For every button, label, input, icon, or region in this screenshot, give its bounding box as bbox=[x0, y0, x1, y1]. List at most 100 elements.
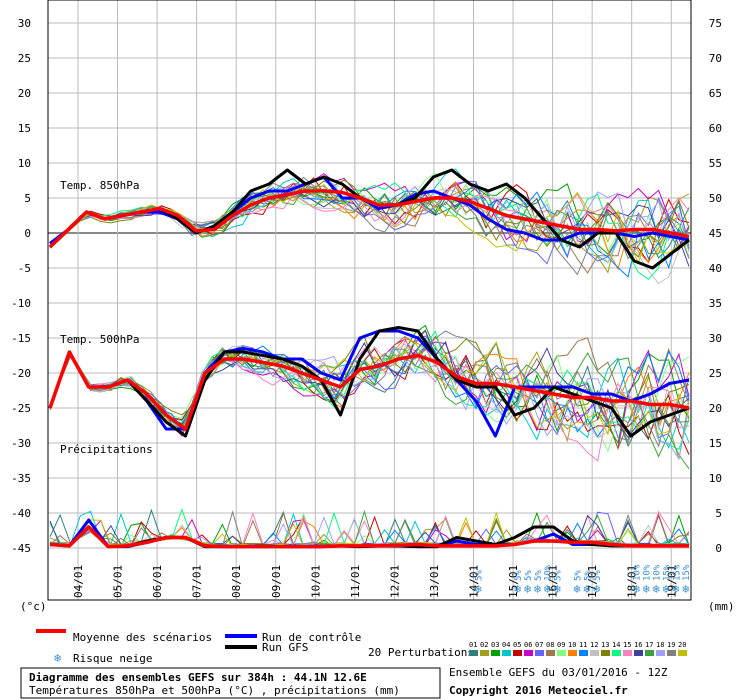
left-tick-label: -45 bbox=[11, 542, 31, 555]
x-tick-label: 05/01 bbox=[112, 565, 125, 598]
legend-control-label: Run de contrôle bbox=[262, 631, 361, 644]
perturb-number: 19 bbox=[667, 641, 675, 649]
legend-gfs-label: Run GFS bbox=[262, 641, 308, 654]
perturb-swatch bbox=[469, 650, 478, 656]
mean-line bbox=[48, 189, 690, 249]
legend-snow-label: Risque neige bbox=[73, 652, 152, 665]
x-tick-label: 13/01 bbox=[428, 565, 441, 598]
snow-risk-marker: 15%❄ bbox=[662, 564, 672, 596]
right-tick-label: 75 bbox=[709, 17, 722, 30]
snowflake-icon: ❄ bbox=[583, 582, 590, 596]
mean-line bbox=[49, 525, 689, 549]
snow-risk-pct: 5% bbox=[534, 570, 544, 581]
snow-risk-marker: 5%❄ bbox=[554, 570, 564, 596]
left-tick-label: 5 bbox=[24, 192, 31, 205]
precip-label: Précipitations bbox=[60, 443, 153, 456]
x-tick-label: 07/01 bbox=[191, 565, 204, 598]
x-tick-label: 08/01 bbox=[230, 565, 243, 598]
snowflake-icon: ❄ bbox=[573, 582, 580, 596]
snow-risk-marker: 5%❄ bbox=[514, 570, 524, 596]
snow-risk-marker: 10%❄ bbox=[652, 564, 662, 596]
perturb-swatch bbox=[535, 650, 544, 656]
perturb-number: 14 bbox=[612, 641, 620, 649]
perturb-swatch bbox=[502, 650, 511, 656]
left-tick-label: 15 bbox=[18, 122, 31, 135]
snowflake-icon: ❄ bbox=[554, 582, 561, 596]
perturb-swatch bbox=[656, 650, 665, 656]
right-tick-label: 40 bbox=[709, 262, 722, 275]
plot-background bbox=[48, 0, 691, 600]
left-tick-label: 0 bbox=[24, 227, 31, 240]
snowflake-icon: ❄ bbox=[662, 582, 669, 596]
snow-risk-pct: 10% bbox=[544, 564, 554, 581]
snowflake-icon: ❄ bbox=[514, 582, 521, 596]
perturb-number: 05 bbox=[513, 641, 521, 649]
snow-risk-layer: 5%❄5%❄5%❄5%❄10%❄5%❄5%❄5%❄5%❄10%❄10%❄10%❄… bbox=[475, 564, 693, 596]
perturb-swatch bbox=[612, 650, 621, 656]
snow-risk-pct: 5% bbox=[573, 570, 583, 581]
snow-risk-pct: 5% bbox=[514, 570, 524, 581]
snowflake-icon: ❄ bbox=[524, 582, 531, 596]
perturb-swatch bbox=[645, 650, 654, 656]
snow-risk-marker: 10%❄ bbox=[544, 564, 554, 596]
x-tick-label: 06/01 bbox=[151, 565, 164, 598]
snowflake-icon: ❄ bbox=[544, 582, 551, 596]
title-line2: Températures 850hPa et 500hPa (°C) , pré… bbox=[29, 684, 400, 697]
perturb-swatch bbox=[667, 650, 676, 656]
perturb-swatch bbox=[678, 650, 687, 656]
left-tick-label: 30 bbox=[18, 17, 31, 30]
perturb-swatch bbox=[590, 650, 599, 656]
perturb-number: 02 bbox=[480, 641, 488, 649]
snow-risk-pct: 10% bbox=[643, 564, 653, 581]
left-axis-ticks: 30 25 20 15 10 5 0 -5 -10 -15 -20 -25 -30 -35 -40 -45 bbox=[11, 17, 31, 555]
run-info: Ensemble GEFS du 03/01/2016 - 12Z bbox=[449, 666, 668, 679]
snowflake-icon: ❄ bbox=[643, 582, 650, 596]
snow-risk-pct: 15% bbox=[672, 564, 682, 581]
left-tick-label: -15 bbox=[11, 332, 31, 345]
x-tick-label: 14/01 bbox=[468, 565, 481, 598]
perturbation-line bbox=[49, 180, 690, 265]
right-tick-label: 20 bbox=[709, 402, 722, 415]
perturb-number: 11 bbox=[579, 641, 587, 649]
perturb-swatch bbox=[557, 650, 566, 656]
legend-perturb-label: 20 Perturbations bbox=[368, 646, 474, 659]
x-tick-label: 10/01 bbox=[309, 565, 322, 598]
right-tick-label: 70 bbox=[709, 52, 722, 65]
perturbation-line bbox=[49, 335, 690, 451]
t500-label: Temp. 500hPa bbox=[60, 333, 139, 346]
snow-risk-marker: 5%❄ bbox=[573, 570, 583, 596]
left-tick-label: -5 bbox=[18, 262, 31, 275]
perturb-number: 10 bbox=[568, 641, 576, 649]
x-tick-label: 19/01 bbox=[665, 565, 678, 598]
right-tick-label: 35 bbox=[709, 297, 722, 310]
title-line1: Diagramme des ensembles GEFS sur 384h : … bbox=[29, 671, 367, 684]
right-tick-label: 65 bbox=[709, 87, 722, 100]
snow-risk-pct: 15% bbox=[682, 564, 692, 581]
right-tick-label: 15 bbox=[709, 437, 722, 450]
right-tick-label: 10 bbox=[709, 472, 722, 485]
perturb-swatch bbox=[546, 650, 555, 656]
snow-risk-pct: 5% bbox=[475, 570, 485, 581]
snowflake-icon: ❄ bbox=[682, 582, 689, 596]
snowflake-icon: ❄ bbox=[652, 582, 659, 596]
t850-label: Temp. 850hPa bbox=[60, 179, 139, 192]
perturb-number: 16 bbox=[634, 641, 642, 649]
perturb-number: 17 bbox=[645, 641, 653, 649]
x-tick-label: 12/01 bbox=[388, 565, 401, 598]
left-tick-label: -40 bbox=[11, 507, 31, 520]
snow-risk-marker: 5%❄ bbox=[534, 570, 544, 596]
snowflake-icon: ❄ bbox=[475, 582, 482, 596]
perturb-number: 09 bbox=[557, 641, 565, 649]
x-axis-ticks: 04/01 05/01 06/01 07/01 08/01 09/01 10/01 11/01… bbox=[72, 565, 678, 598]
perturb-swatch bbox=[513, 650, 522, 656]
x-tick-label: 17/01 bbox=[586, 565, 599, 598]
perturb-number: 20 bbox=[678, 641, 686, 649]
left-tick-label: -20 bbox=[11, 367, 31, 380]
right-unit-label: (mm) bbox=[708, 600, 735, 613]
perturb-number: 15 bbox=[623, 641, 631, 649]
snow-risk-marker: 5%❄ bbox=[475, 570, 485, 596]
snowflake-icon: ❄ bbox=[672, 582, 679, 596]
perturb-swatch bbox=[623, 650, 632, 656]
